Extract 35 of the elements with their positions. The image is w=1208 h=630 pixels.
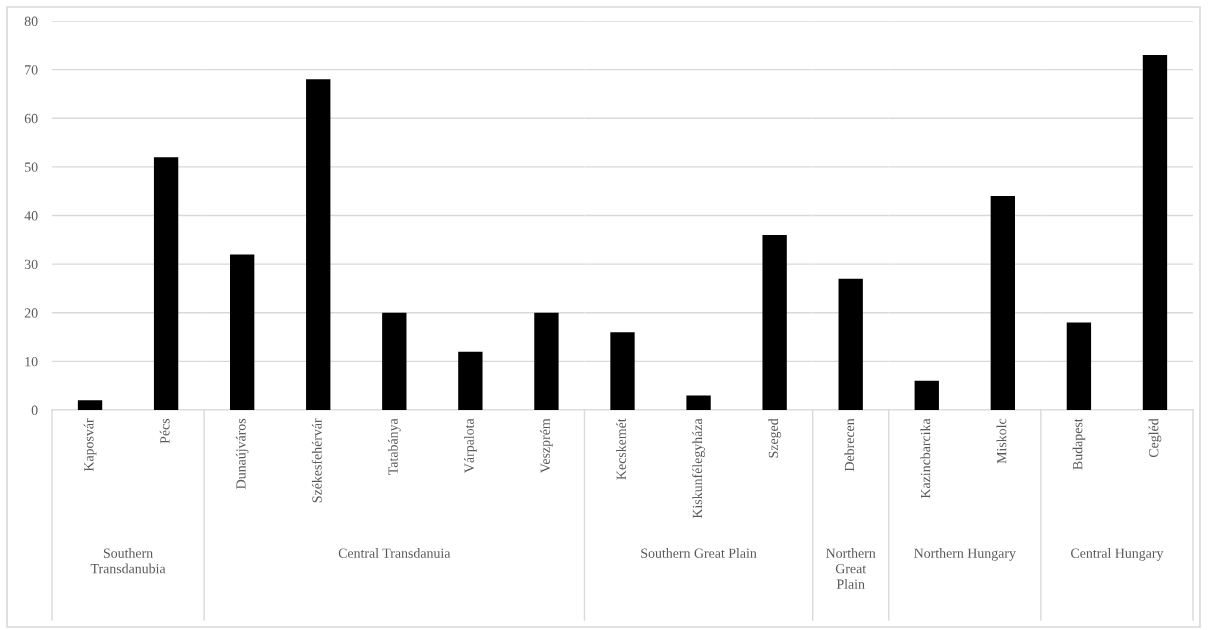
y-tick-label: 70 — [25, 65, 38, 75]
bar — [230, 254, 255, 410]
y-tick-label: 60 — [24, 113, 38, 124]
x-tick-label: Dunaújváros — [235, 418, 249, 489]
bar — [534, 312, 559, 410]
bar — [382, 312, 407, 410]
x-tick-label: Pécs — [159, 418, 170, 444]
x-tick-label: Kazincbarcika — [920, 418, 931, 499]
x-tick-label: Veszprém — [540, 418, 553, 473]
x-tick-label: Kiskunfélegyháza — [692, 418, 705, 519]
bar — [306, 79, 331, 410]
y-tick-label: 30 — [24, 259, 38, 270]
x-axis-title: Northern Great Plain — [826, 548, 876, 589]
x-tick-label: Budapest — [1072, 418, 1086, 470]
y-tick-label: 40 — [24, 211, 38, 221]
x-axis-title: Central Hungary — [1071, 548, 1164, 561]
y-tick-label: 20 — [24, 308, 38, 318]
x-tick-label: Szeged — [768, 418, 781, 458]
x-tick-label: Debrecen — [844, 418, 855, 472]
x-tick-label: Székesfehérvár — [311, 418, 322, 503]
x-axis-title: Northern Hungary — [914, 548, 1016, 561]
y-tick-label: 50 — [25, 162, 38, 172]
bar — [458, 351, 483, 410]
x-axis-title: Central Transdanuia — [338, 548, 451, 558]
x-tick-label: Miskolc — [996, 418, 1007, 464]
x-tick-label: Cegléd — [1148, 418, 1162, 458]
x-tick-label: Kecskemét — [616, 418, 626, 480]
y-tick-label: 0 — [31, 405, 38, 415]
x-tick-label: Tatabánya — [387, 418, 401, 475]
x-axis-title: Southern Great Plain — [641, 548, 757, 558]
y-tick-label: 80 — [24, 16, 38, 26]
y-tick-label: 10 — [25, 356, 38, 367]
x-tick-label: Kaposvár — [83, 418, 97, 472]
x-axis-title: Southern Transdanubia — [90, 548, 166, 574]
x-tick-label: Várpalota — [464, 418, 477, 473]
